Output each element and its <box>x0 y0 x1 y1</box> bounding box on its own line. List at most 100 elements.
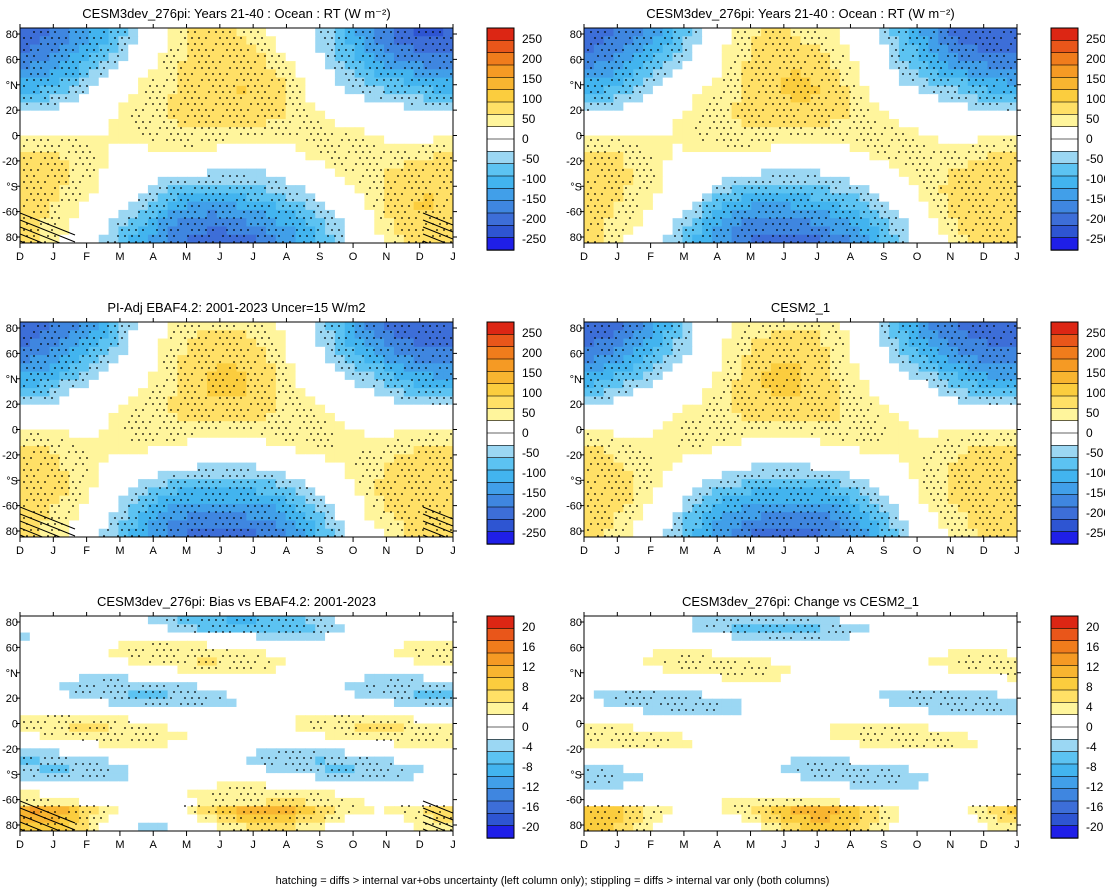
stipple-dot <box>254 205 256 207</box>
field-cell <box>157 218 169 228</box>
field-cell <box>652 61 664 70</box>
field-cell <box>403 102 415 112</box>
field-cell <box>731 201 743 211</box>
stipple-dot <box>222 55 224 57</box>
stipple-dot <box>765 67 767 69</box>
stipple-dot <box>723 115 725 117</box>
field-cell <box>334 338 346 348</box>
stipple-dot <box>429 193 431 195</box>
stipple-dot <box>902 133 904 135</box>
field-cell <box>908 160 920 170</box>
stipple-dot <box>254 121 256 123</box>
stipple-dot <box>762 85 764 87</box>
stipple-dot <box>401 169 403 171</box>
stipple-dot <box>205 109 207 111</box>
field-cell <box>741 185 752 194</box>
field-cell <box>898 110 910 120</box>
stipple-dot <box>380 37 382 39</box>
field-cell <box>839 94 851 104</box>
stipple-dot <box>832 49 834 51</box>
field-cell <box>869 160 880 170</box>
stipple-dot <box>699 217 701 219</box>
field-cell <box>147 234 159 243</box>
field-cell <box>918 44 930 54</box>
field-cell <box>918 201 930 211</box>
stipple-dot <box>853 241 855 243</box>
field-cell <box>187 330 198 340</box>
stipple-dot <box>762 193 764 195</box>
stipple-dot <box>429 61 431 63</box>
field-cell <box>820 102 831 112</box>
stipple-dot <box>390 151 392 153</box>
field-cell <box>157 193 169 203</box>
stipple-dot <box>355 79 357 81</box>
field-cell <box>354 168 366 178</box>
field-cell <box>285 127 297 137</box>
field-cell <box>977 69 989 79</box>
field-cell <box>770 234 782 243</box>
stipple-dot <box>432 175 434 177</box>
field-cell <box>433 143 444 153</box>
stipple-dot <box>222 43 224 45</box>
field-cell <box>325 85 336 95</box>
stippling <box>587 31 1016 243</box>
stipple-dot <box>373 145 375 147</box>
field-cell <box>652 77 664 87</box>
field-cell <box>859 160 870 170</box>
field-cell <box>898 61 910 70</box>
stipple-dot <box>702 115 704 117</box>
stipple-dot <box>622 181 624 183</box>
field-cell <box>246 322 257 331</box>
stipple-dot <box>292 223 294 225</box>
field-cell <box>177 85 188 95</box>
stipple-dot <box>790 217 792 219</box>
field-cell <box>413 346 425 356</box>
stipple-dot <box>404 187 406 189</box>
stipple-dot <box>208 127 210 129</box>
field-cell <box>643 185 654 194</box>
stipple-dot <box>415 97 417 99</box>
field-cell <box>256 185 267 194</box>
stipple-dot <box>418 151 420 153</box>
stipple-dot <box>201 79 203 81</box>
stipple-dot <box>439 175 441 177</box>
field-cell <box>908 185 920 194</box>
stipple-dot <box>247 181 249 183</box>
field-cell <box>384 135 395 145</box>
field-cell <box>79 338 90 348</box>
field-cell <box>374 218 385 228</box>
colorbar-bin <box>486 89 515 103</box>
stipple-dot <box>23 97 25 99</box>
field-cell <box>443 338 453 348</box>
field-cell <box>413 218 425 228</box>
stipple-dot <box>86 169 88 171</box>
field-cell <box>711 44 723 54</box>
field-cell <box>584 118 595 128</box>
field-cell <box>344 118 356 128</box>
field-cell <box>29 61 41 70</box>
stipple-dot <box>397 31 399 33</box>
field-cell <box>948 110 959 120</box>
stipple-dot <box>205 241 207 243</box>
stipple-dot <box>194 43 196 45</box>
stipple-dot <box>849 115 851 117</box>
stipple-dot <box>940 67 942 69</box>
stipple-dot <box>835 127 837 129</box>
stipple-dot <box>779 91 781 93</box>
stipple-dot <box>608 37 610 39</box>
field-cell <box>177 127 188 137</box>
field-cell <box>88 176 100 186</box>
stipple-dot <box>303 109 305 111</box>
field-cell <box>652 135 664 145</box>
stipple-dot <box>951 73 953 75</box>
field-cell <box>275 338 287 348</box>
stipple-dot <box>895 133 897 135</box>
stipple-dot <box>236 175 238 177</box>
stipple-dot <box>919 43 921 45</box>
stipple-dot <box>135 121 137 123</box>
y-tick-label: 60 <box>570 54 582 66</box>
field-cell <box>49 52 60 62</box>
field-cell <box>364 127 375 137</box>
field-cell <box>206 160 218 170</box>
colorbar-bin <box>1050 200 1079 214</box>
